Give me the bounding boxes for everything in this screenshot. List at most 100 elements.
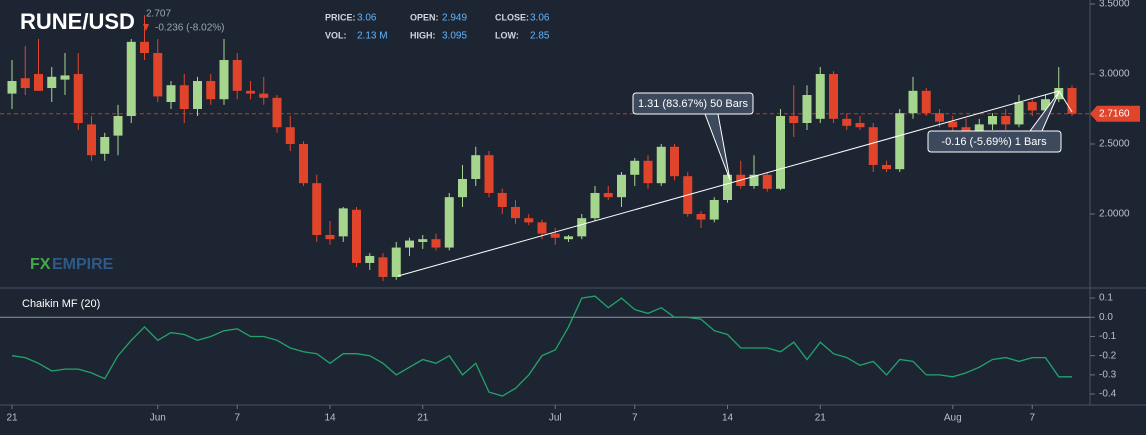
candle-body [365,255,375,263]
y-tick-label: 3.0000 [1099,69,1130,80]
y-tick-label: -0.2 [1099,350,1117,361]
y-tick-label: -0.3 [1099,369,1117,380]
candle-body [961,127,971,133]
candle-body [471,155,481,179]
symbol: RUNE/USD [20,9,135,34]
candle-body [299,144,308,184]
candle-body [312,183,322,235]
candle-body [179,85,189,110]
callout-text: 1.31 (83.67%) 50 Bars [638,98,749,110]
candle-body [723,174,732,200]
candle-body [590,192,600,219]
candle-body [219,60,229,100]
y-tick-label: 2.5000 [1099,139,1130,150]
stat-label: VOL: [325,30,347,40]
candle-body [285,127,295,144]
candle-body [868,127,878,165]
candle-body [458,178,467,198]
x-tick-label: Aug [944,413,962,424]
y-tick-label: -0.1 [1099,331,1117,342]
candle-body [656,146,666,184]
stat-value: 2.949 [442,13,467,24]
logo-fx: FX [30,256,51,273]
candle-body [617,174,626,198]
candle-body [709,199,719,220]
candle-body [762,174,772,189]
candle-body [537,222,547,234]
x-tick-label: Jun [150,413,166,424]
y-tick-label: 0.1 [1099,293,1113,304]
candle-body [166,85,176,103]
candle-body [272,97,282,128]
x-tick-label: 14 [324,413,336,424]
candle-body [444,197,454,248]
candle-body [20,78,30,89]
candle-body [935,113,944,122]
stat-label: OPEN: [410,12,439,22]
stat-label: CLOSE: [495,12,529,22]
candle-body [815,74,825,119]
candle-body [418,239,428,242]
candle-body [405,240,414,248]
candle-body [1067,88,1077,114]
candle-body [882,164,891,170]
candle-body [232,60,242,91]
change: -0.236 (-8.02%) [155,23,224,34]
candle-body [484,155,494,193]
candle-body [643,160,653,184]
candle-body [895,113,905,170]
y-tick-label: 2.0000 [1099,209,1130,220]
candle-body [1001,116,1011,125]
candle-body [87,124,96,156]
y-tick-label: 3.5000 [1099,0,1130,10]
candle-body [259,93,269,98]
candle-body [577,218,587,237]
candle-body [974,124,984,133]
stat-label: HIGH: [410,30,436,40]
callout-pointer [704,113,731,181]
candle-body [855,123,865,128]
candle-body [34,74,43,91]
candle-body [338,208,348,237]
callout-box [927,130,1062,153]
candle-body [140,41,149,54]
candle-body [1014,102,1024,125]
stat-value: 2.13 M [357,31,388,42]
logo-empire: EMPIRE [52,256,114,273]
stat-value: 3.06 [530,13,550,24]
x-tick-label: 7 [1029,413,1035,424]
y-tick-label: 0.0 [1099,312,1113,323]
candle-body [1041,99,1050,111]
x-tick-label: 7 [632,413,638,424]
candle-body [60,75,70,80]
candle-body [696,213,706,220]
candle-body [206,81,216,100]
trend-line [397,90,1060,277]
x-tick-label: 21 [417,413,429,424]
candle-body [670,146,679,177]
candle-body [378,257,388,277]
indicator-title: Chaikin MF (20) [22,298,100,310]
candle-body [988,116,997,125]
x-tick-label: 7 [234,413,240,424]
x-tick-label: 21 [6,413,18,424]
candle-body [73,74,83,124]
candle-body [789,116,799,124]
candle-body [352,209,361,263]
candle-body [391,247,401,277]
candle-body [497,192,507,207]
candle-body [603,192,613,198]
callout-text: -0.16 (-5.69%) 1 Bars [941,136,1047,148]
cmf-line [11,295,1072,397]
candle-body [47,76,57,89]
candle-body [511,206,520,219]
candle-body [431,239,441,248]
callout-pointer [1029,91,1060,132]
y-tick-label: -0.4 [1099,389,1117,400]
candle-body [1027,102,1037,111]
stat-label: PRICE: [325,12,356,22]
candle-body [325,234,335,240]
candle-body [749,174,759,186]
candle-body [113,116,123,136]
